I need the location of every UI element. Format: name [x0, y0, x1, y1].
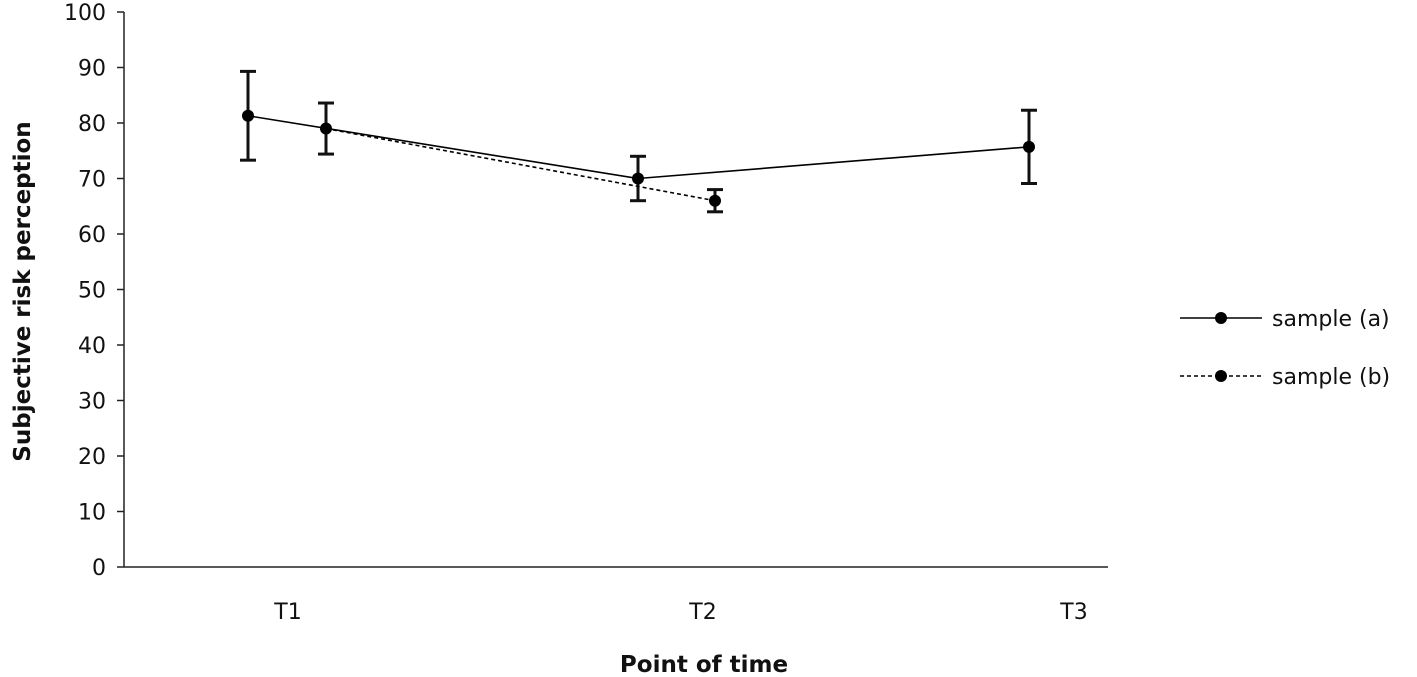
y-tick-label: 70 — [78, 168, 106, 193]
legend-item-b: sample (b) — [1180, 365, 1390, 390]
x-tick-label: T1 — [273, 600, 301, 625]
legend-marker — [1215, 370, 1227, 382]
x-tick-label: T2 — [688, 600, 716, 625]
y-tick-label: 90 — [78, 57, 106, 82]
y-tick-label: 100 — [64, 1, 106, 26]
legend-label: sample (a) — [1272, 307, 1390, 332]
y-tick-label: 20 — [78, 445, 106, 470]
y-tick-label: 80 — [78, 112, 106, 137]
legend: sample (a) sample (b) — [1180, 307, 1390, 390]
legend-item-a: sample (a) — [1180, 307, 1390, 332]
y-tick-label: 0 — [92, 556, 106, 581]
legend-label: sample (b) — [1272, 365, 1390, 390]
y-tick-label: 50 — [78, 279, 106, 304]
y-tick-label: 60 — [78, 223, 106, 248]
data-point — [320, 122, 332, 135]
x-axis-title: Point of time — [620, 652, 788, 677]
data-point — [632, 172, 644, 185]
y-tick-label: 10 — [78, 501, 106, 526]
series-layer — [240, 69, 1037, 214]
data-point — [242, 109, 254, 122]
axes: 0 10 20 30 40 50 60 70 80 90 100 T1 T2 T3 — [64, 1, 1108, 625]
y-axis-title: Subjective risk perception — [10, 121, 36, 461]
y-tick-label: 30 — [78, 390, 106, 415]
series-line — [325, 127, 716, 202]
series-b — [318, 101, 723, 214]
data-point — [709, 194, 721, 207]
legend-marker — [1215, 312, 1227, 324]
x-tick-label: T3 — [1059, 600, 1087, 625]
series-a — [240, 69, 1037, 203]
y-tick-label: 40 — [78, 334, 106, 359]
data-point — [1023, 140, 1035, 153]
